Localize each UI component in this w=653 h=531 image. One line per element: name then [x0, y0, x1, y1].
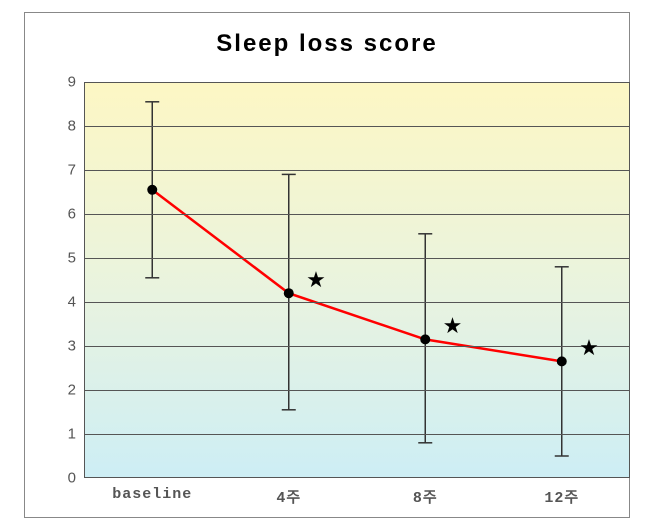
y-tick-label: 0 [68, 470, 84, 487]
y-tick-label: 7 [68, 162, 84, 179]
gridline-h [84, 390, 630, 391]
x-tick-label: baseline [112, 478, 192, 503]
y-tick-label: 4 [68, 294, 84, 311]
data-marker [284, 288, 294, 298]
data-marker [420, 334, 430, 344]
gridline-h [84, 126, 630, 127]
y-tick-label: 9 [68, 74, 84, 91]
significance-star-icon: ★ [443, 315, 463, 337]
plot-area: 0123456789baseline4주8주12주★★★ [84, 82, 630, 478]
data-marker [147, 185, 157, 195]
x-tick-label: 12주 [544, 478, 579, 507]
significance-star-icon: ★ [579, 337, 599, 359]
y-tick-label: 2 [68, 382, 84, 399]
x-tick-label: 4주 [276, 478, 301, 507]
gridline-h [84, 434, 630, 435]
y-tick-label: 1 [68, 426, 84, 443]
y-tick-label: 5 [68, 250, 84, 267]
series-line [152, 190, 562, 362]
gridline-h [84, 302, 630, 303]
y-tick-label: 3 [68, 338, 84, 355]
x-tick-label: 8주 [413, 478, 438, 507]
gridline-h [84, 170, 630, 171]
significance-star-icon: ★ [306, 269, 326, 291]
y-tick-label: 8 [68, 118, 84, 135]
data-marker [557, 356, 567, 366]
gridline-h [84, 214, 630, 215]
series-svg [84, 82, 630, 478]
chart-title: Sleep loss score [24, 30, 630, 58]
gridline-h [84, 346, 630, 347]
gridline-h [84, 258, 630, 259]
y-tick-label: 6 [68, 206, 84, 223]
